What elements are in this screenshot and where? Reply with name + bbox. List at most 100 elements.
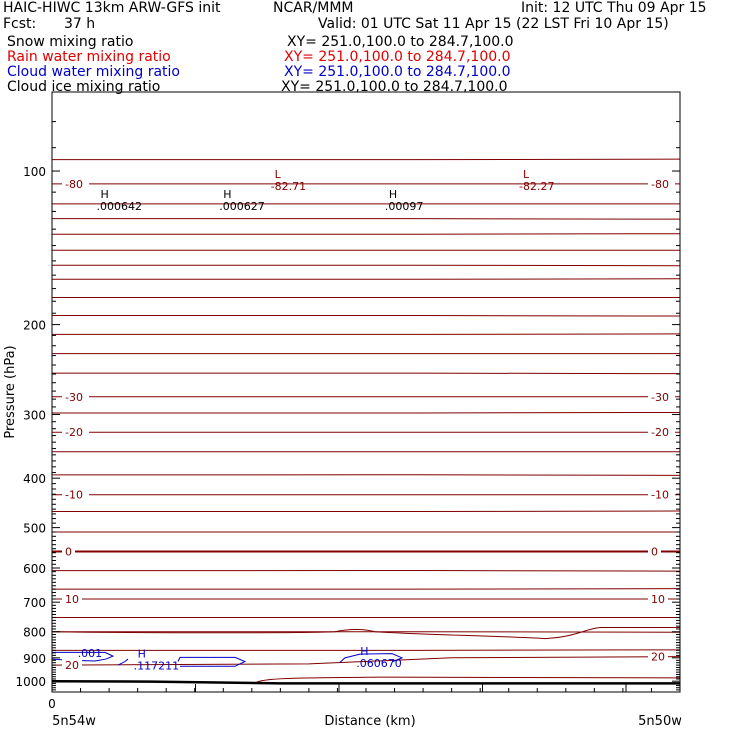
temperature-line	[51, 588, 681, 590]
temperature-line	[51, 218, 681, 220]
field-xy-snow: XY= 251.0,100.0 to 284.7,100.0	[287, 34, 514, 50]
terrain-line	[51, 679, 680, 685]
contour-label-bg	[62, 659, 82, 672]
extremum-value: -82.71	[271, 180, 306, 193]
cloud-water-contour	[339, 653, 404, 663]
temperature-line	[51, 474, 681, 476]
contour-label-left: -20	[65, 426, 83, 439]
y-tick-label: 1000	[15, 675, 46, 689]
forecast-label: Fcst:	[3, 16, 37, 32]
extremum-high-marker: H	[138, 648, 146, 661]
temperature-line	[51, 649, 681, 651]
contour-label-right: -10	[651, 489, 669, 502]
contour-label-right: -80	[651, 178, 669, 191]
contour-label-bg	[648, 545, 661, 558]
temperature-line	[51, 510, 681, 513]
contour-label-left: -10	[65, 489, 83, 502]
contour-label-left: 20	[65, 659, 79, 672]
background-temperature-lines	[51, 158, 681, 651]
y-tick-label: 500	[23, 522, 46, 536]
temperature-line	[51, 570, 681, 572]
field-xy-cloud-ice: XY= 251.0,100.0 to 284.7,100.0	[281, 79, 508, 95]
field-name-cloud-water: Cloud water mixing ratio	[7, 64, 180, 80]
y-axis-title: Pressure (hPa)	[3, 345, 18, 438]
temperature-line	[51, 411, 681, 414]
extremum-high-marker: H	[101, 188, 109, 201]
contour-label-bg	[62, 488, 89, 501]
contour-label-right: -20	[651, 426, 669, 439]
contour-label-bg	[648, 650, 668, 663]
contour-label-right: 10	[651, 593, 665, 606]
y-tick-label: 700	[23, 596, 46, 610]
temperature-line	[51, 314, 681, 317]
extremum-high-marker: H	[223, 188, 231, 201]
init-time: Init: 12 UTC Thu 09 Apr 15	[521, 0, 707, 16]
extremum-value: .060670	[356, 657, 402, 670]
extremum-low-marker: L	[523, 168, 530, 181]
temperature-line	[51, 264, 681, 267]
contour-label-left: -30	[65, 391, 83, 404]
contour-label-right: 0	[651, 546, 658, 559]
temperature-line	[51, 278, 681, 280]
temperature-line	[51, 333, 681, 335]
extremum-value: .00097	[385, 200, 424, 213]
contour-label-bg	[648, 488, 675, 501]
field-name-cloud-ice: Cloud ice mixing ratio	[7, 79, 161, 95]
valid-time: Valid: 01 UTC Sat 11 Apr 15 (22 LST Fri …	[318, 16, 669, 32]
contour-label-bg	[648, 177, 675, 190]
contour-label-left: 0	[65, 546, 72, 559]
contour-label-bg	[648, 426, 675, 439]
extremum-value: -82.27	[519, 180, 554, 193]
org-label: NCAR/MMM	[273, 0, 354, 16]
cloud-water-contour-label: .001	[78, 647, 103, 660]
temperature-line	[51, 631, 681, 633]
contour-label-bg	[62, 545, 75, 558]
contour-label-bg	[648, 390, 675, 403]
contour-label-bg	[62, 426, 89, 439]
contour-label-bg	[62, 390, 89, 403]
contour-label-right: -30	[651, 391, 669, 404]
field-name-rain: Rain water mixing ratio	[7, 49, 171, 65]
extremum-low-marker: L	[275, 168, 282, 181]
y-tick-label: 300	[23, 408, 46, 422]
chart-labels: -80 -80-30 -30-20 -20-10 -100 010 102020.001H.…	[62, 168, 675, 673]
temperature-contour-surface	[254, 676, 681, 684]
x-tick-label: 0	[48, 697, 56, 711]
model-title: HAIC-HIWC 13km ARW-GFS init	[3, 0, 221, 16]
temperature-contour-bump	[51, 627, 680, 640]
contour-label-bg	[62, 177, 89, 190]
extremum-high-marker: H	[389, 188, 397, 201]
x-axis-title: Distance (km)	[324, 714, 415, 729]
contour-label-right: 20	[651, 651, 665, 664]
y-tick-label: 400	[23, 472, 46, 486]
temperature-contour-20	[51, 656, 681, 666]
contour-label-left: 10	[65, 593, 79, 606]
x-end-label-left: 5n54w	[52, 714, 96, 729]
y-tick-label: 900	[23, 652, 46, 666]
extremum-value: .117211	[134, 660, 180, 673]
x-end-label-right: 5n50w	[638, 714, 682, 729]
contour-label-bg	[648, 592, 668, 605]
cloud-water-contour	[177, 656, 247, 667]
temperature-line	[51, 158, 681, 161]
y-tick-label: 600	[23, 562, 46, 576]
extremum-value: .000642	[97, 200, 143, 213]
field-xy-rain: XY= 251.0,100.0 to 284.7,100.0	[284, 49, 511, 65]
temperature-contours	[51, 183, 681, 684]
temperature-line	[51, 372, 681, 375]
y-tick-label: 100	[23, 165, 46, 179]
y-tick-label: 200	[23, 319, 46, 333]
plot-frame	[51, 91, 681, 693]
y-tick-label: 800	[23, 626, 46, 640]
field-name-snow: Snow mixing ratio	[7, 34, 134, 50]
cloud-water-contour	[117, 658, 129, 666]
contour-label-left: -80	[65, 178, 83, 191]
field-xy-cloud-water: XY= 251.0,100.0 to 284.7,100.0	[284, 64, 511, 80]
terrain-layer	[51, 679, 680, 685]
extremum-value: .000627	[219, 200, 264, 213]
extremum-high-marker: H	[360, 645, 368, 658]
temperature-line	[51, 233, 681, 235]
forecast-hours: 37 h	[64, 16, 96, 32]
